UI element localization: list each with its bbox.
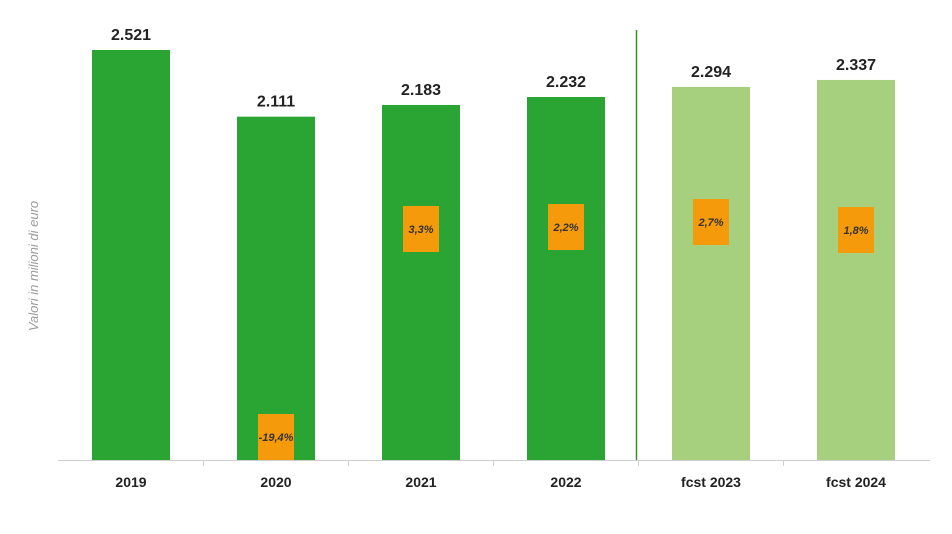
x-tick-label: fcst 2024 — [826, 474, 886, 490]
x-tick-label: fcst 2023 — [681, 474, 741, 490]
bar-2019 — [92, 50, 170, 460]
data-label: 2.183 — [401, 82, 441, 99]
growth-badge — [258, 414, 294, 460]
bar-2022 — [527, 97, 605, 460]
growth-badge — [693, 199, 729, 245]
data-label: 2.232 — [546, 74, 586, 91]
data-label: 2.111 — [257, 94, 295, 111]
data-label: 2.521 — [111, 27, 151, 44]
growth-label: 1,8% — [843, 225, 868, 237]
growth-label: 3,3% — [408, 224, 433, 236]
growth-label: 2,7% — [697, 217, 723, 229]
bar-fcst-2024 — [817, 79, 895, 461]
bar-fcst-2023 — [672, 86, 750, 460]
x-tick-label: 2020 — [260, 474, 291, 490]
bar-2020 — [237, 116, 315, 461]
y-axis-label: Valori in milioni di euro — [26, 201, 41, 331]
growth-label: 2,2% — [552, 222, 578, 234]
growth-label: -19,4% — [259, 432, 294, 444]
data-label: 2.294 — [691, 64, 731, 81]
data-label: 2.337 — [836, 57, 876, 74]
x-tick-label: 2021 — [405, 474, 436, 490]
growth-badge — [548, 204, 584, 250]
growth-badge — [403, 206, 439, 252]
growth-badge — [838, 207, 874, 253]
bar-2021 — [382, 104, 460, 461]
x-tick-label: 2022 — [550, 474, 581, 490]
x-tick-label: 2019 — [115, 474, 146, 490]
